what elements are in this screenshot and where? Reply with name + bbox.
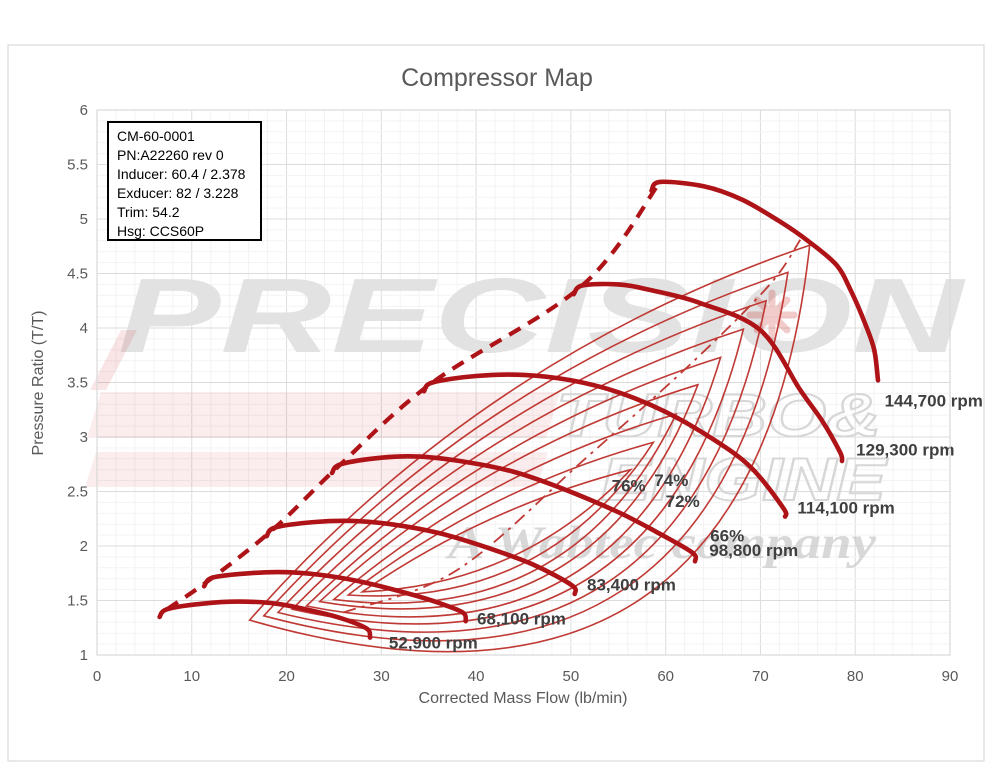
efficiency-label: 76%: [612, 477, 646, 496]
y-tick-label: 3: [80, 429, 88, 446]
x-tick-label: 0: [93, 668, 101, 685]
info-line-housing: Hsg: CCS60P: [117, 223, 204, 239]
info-line-exducer: Exducer: 82 / 3.228: [117, 185, 239, 201]
x-tick-label: 70: [752, 668, 769, 685]
curve-layer: [157, 179, 881, 653]
efficiency-contour-line: [262, 271, 789, 642]
y-tick-label: 1: [80, 647, 88, 664]
tick-labels: 0 10 20 30 40 50 60 70 80 90 1 1.5 2 2.5 3 3.5 4 4.5 5 5.5 6: [67, 102, 958, 685]
turbo-wheel-icon: [746, 289, 798, 341]
rpm-label: 52,900 rpm: [389, 633, 478, 652]
y-tick-label: 4: [80, 320, 88, 337]
map-label-layer: 52,900 rpm 68,100 rpm 83,400 rpm 98,800 rpm…: [389, 391, 983, 652]
speed-line: [157, 599, 373, 640]
y-tick-label: 2: [80, 538, 88, 555]
watermark-word-precision: PRECISION: [118, 257, 967, 375]
info-line-model: CM-60-0001: [117, 128, 195, 144]
y-tick-label: 2.5: [67, 484, 88, 501]
x-tick-label: 30: [373, 668, 390, 685]
y-tick-label: 1.5: [67, 593, 88, 610]
efficiency-contour-line: [317, 383, 700, 610]
x-tick-label: 40: [468, 668, 485, 685]
y-tick-label: 3.5: [67, 375, 88, 392]
y-tick-label: 6: [80, 102, 88, 119]
efficiency-contour-line: [276, 299, 768, 633]
efficiency-label: 74%: [654, 471, 688, 490]
y-tick-label: 5.5: [67, 157, 88, 174]
rpm-label: 98,800 rpm: [709, 541, 798, 560]
y-axis-title: Pressure Ratio (T/T): [30, 311, 47, 456]
chart-title: Compressor Map: [401, 64, 593, 92]
x-tick-label: 90: [942, 668, 959, 685]
part-info-box: CM-60-0001 PN:A22260 rev 0 Inducer: 60.4…: [107, 121, 262, 241]
x-tick-label: 10: [183, 668, 200, 685]
x-tick-label: 60: [657, 668, 674, 685]
info-line-trim: Trim: 54.2: [117, 204, 180, 220]
efficiency-label: 72%: [666, 492, 700, 511]
efficiency-contour-line: [304, 356, 722, 618]
watermark-red-bar-top: [87, 392, 560, 438]
best-efficiency-dashdot-line: [343, 239, 802, 614]
x-tick-label: 50: [563, 668, 580, 685]
speed-line: [264, 518, 578, 597]
rpm-label: 83,400 rpm: [587, 576, 676, 595]
info-line-pn: PN:A22260 rev 0: [117, 147, 224, 163]
plot-border: [96, 109, 951, 656]
part-info-box-border: [107, 121, 262, 241]
chart-outer-border: [7, 44, 985, 762]
speed-line: [201, 569, 469, 624]
x-axis-title: Corrected Mass Flow (lb/min): [419, 690, 628, 707]
info-line-inducer: Inducer: 60.4 / 2.378: [117, 166, 246, 182]
efficiency-label: 66%: [710, 527, 744, 546]
efficiency-contour-line: [290, 327, 745, 625]
axis-layer: Compressor Map Corrected Mass Flow (lb/m…: [30, 64, 958, 707]
watermark-red-chevron: [90, 330, 137, 390]
rpm-label: 144,700 rpm: [885, 391, 983, 410]
rpm-label: 114,100 rpm: [797, 498, 894, 517]
speed-line: [571, 281, 845, 464]
x-tick-label: 80: [847, 668, 864, 685]
speed-line: [649, 179, 881, 383]
efficiency-contour-line: [359, 468, 634, 593]
x-tick-label: 20: [278, 668, 295, 685]
speed-line: [329, 453, 699, 564]
rpm-label: 129,300 rpm: [856, 441, 954, 460]
y-tick-label: 4.5: [67, 266, 88, 283]
speed-line: [421, 372, 789, 519]
y-tick-label: 5: [80, 211, 88, 228]
rpm-label: 68,100 rpm: [477, 609, 566, 628]
